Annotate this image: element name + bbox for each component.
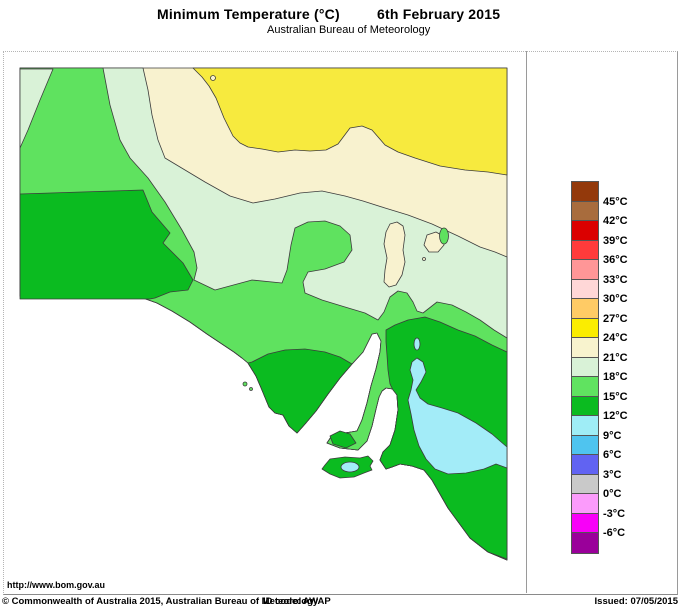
footer-id-code: ID code: AWAP (263, 596, 331, 607)
legend-swatch-8 (572, 338, 598, 358)
legend-label-39c: 39°C (603, 234, 628, 247)
legend-label-21c: 21°C (603, 351, 628, 364)
region-18-21c-west-wedge (19, 68, 54, 149)
lake-frome (423, 231, 445, 253)
region-12-15c-eyre-peninsula (247, 348, 353, 434)
legend-label-33c: 33°C (603, 273, 628, 286)
legend-label-27c: 27°C (603, 312, 628, 325)
legend-swatch-5 (572, 279, 598, 299)
legend-swatch-9 (572, 357, 598, 377)
legend-label-3c: 3°C (603, 468, 622, 481)
region-12-15c-yorke-boot (329, 430, 357, 449)
legend-label-15c: 15°C (603, 390, 628, 403)
legend-label--6c: -6°C (603, 527, 626, 539)
legend-swatch-17 (572, 513, 598, 533)
legend-swatch-12 (572, 416, 598, 436)
legend-swatch-16 (572, 494, 598, 514)
islet-west-2 (249, 387, 253, 391)
legend-swatch-15 (572, 474, 598, 494)
legend-label-42c: 42°C (603, 215, 628, 227)
region-15-18c-frome-speck (439, 227, 449, 245)
page-title: Minimum Temperature (°C) (157, 6, 340, 22)
page-date: 6th February 2015 (377, 6, 501, 22)
legend-label-9c: 9°C (603, 429, 622, 442)
region-9-12c-adelaide-hills-speck (413, 337, 421, 351)
footer-issued-date: Issued: 07/05/2015 (594, 596, 678, 607)
legend-swatch-11 (572, 396, 598, 416)
legend-label-24c: 24°C (603, 332, 628, 344)
region-12-15c-northwest (19, 189, 194, 300)
legend-color-bar (571, 181, 599, 554)
page-subtitle: Australian Bureau of Meteorology (267, 24, 431, 36)
legend-label-18c: 18°C (603, 371, 628, 383)
legend-swatch-13 (572, 435, 598, 455)
legend-swatch-1 (572, 201, 598, 221)
legend-swatch-2 (572, 221, 598, 241)
legend-swatch-3 (572, 240, 598, 260)
legend-swatch-7 (572, 318, 598, 338)
legend-label-12c: 12°C (603, 410, 628, 422)
legend-label-30c: 30°C (603, 293, 628, 305)
legend-label--3c: -3°C (603, 507, 626, 520)
temperature-legend: 45°C 42°C 39°C 36°C 33°C 30°C 27°C 24°C 21°C 18°C… (571, 181, 680, 554)
region-21-24c-hole-dot (210, 75, 216, 81)
lake-torrens (383, 221, 406, 288)
legend-swatch-4 (572, 260, 598, 280)
legend-swatch-0 (572, 182, 598, 202)
legend-label-0c: 0°C (603, 488, 622, 500)
region-9-12c-lower-murray (407, 357, 508, 475)
footer-copyright: © Commonwealth of Australia 2015, Austra… (2, 596, 319, 607)
legend-swatch-18 (572, 533, 598, 553)
legend-label-45c: 45°C (603, 195, 628, 208)
lake-callabonna-dot (422, 257, 426, 261)
islet-west (242, 381, 248, 387)
legend-swatch-6 (572, 299, 598, 319)
region-24-27c-northeast (192, 67, 508, 176)
legend-label-6c: 6°C (603, 449, 622, 461)
map-legend-divider (526, 51, 527, 593)
legend-swatch-10 (572, 377, 598, 397)
region-9-12c-kangaroo-island-patch (340, 461, 360, 473)
figure-frame (3, 51, 678, 595)
watermark-url: http://www.bom.gov.au (7, 580, 105, 590)
legend-label-36c: 36°C (603, 254, 628, 266)
legend-swatch-14 (572, 455, 598, 475)
